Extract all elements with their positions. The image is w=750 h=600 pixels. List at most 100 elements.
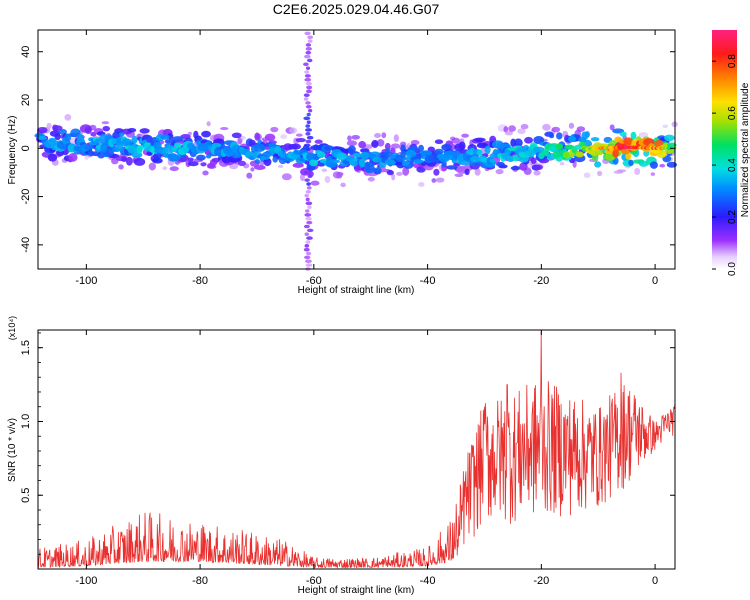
heatmap-cell	[306, 152, 316, 162]
colorbar-tick-label: 0.8	[727, 54, 738, 68]
heatmap-cell	[512, 154, 519, 162]
heatmap-cell	[280, 134, 288, 139]
heatmap-cell	[305, 209, 310, 213]
heatmap-cell	[295, 138, 306, 143]
heatmap-cell	[305, 132, 311, 136]
snr-frame	[37, 329, 676, 570]
heatmap-cell	[420, 150, 433, 156]
heatmap-cell	[469, 156, 480, 163]
heatmap-cell	[307, 205, 312, 209]
heatmap-cell	[393, 134, 399, 143]
heatmap-cell	[630, 131, 637, 140]
heatmap-cell	[254, 165, 266, 170]
heatmap-cell	[650, 172, 656, 176]
snr-scale-label: (x10⁴)	[7, 316, 17, 340]
heatmap-cell	[305, 47, 312, 51]
heatmap-cell	[54, 133, 61, 141]
heatmap-cell	[304, 54, 311, 59]
heatmap-cell	[133, 157, 146, 166]
heatmap-cell	[359, 151, 370, 160]
heatmap-cell	[451, 157, 457, 164]
heatmap-cell	[510, 166, 521, 171]
heatmap-cell	[575, 151, 584, 158]
heatmap-cell	[246, 172, 253, 179]
x-tick-label: -40	[420, 575, 436, 587]
heatmap-cell	[310, 180, 320, 186]
heatmap-cell	[196, 154, 206, 161]
heatmap-cell	[562, 151, 572, 159]
heatmap-cell	[292, 162, 304, 168]
spectrogram-y-ticks: -40 -20 0 20 40	[20, 46, 675, 253]
colorbar-ticks: 0.0 0.2 0.4 0.6 0.8	[712, 54, 738, 276]
snr-x-label: Height of straight line (km)	[298, 585, 415, 596]
spectrogram-y-label: Frequency (Hz)	[7, 116, 18, 185]
heatmap-cell	[237, 160, 246, 167]
heatmap-cell	[240, 135, 246, 140]
heatmap-cell	[306, 112, 311, 117]
heatmap-cell	[121, 138, 133, 147]
heatmap-cell	[381, 132, 387, 139]
heatmap-cell	[304, 31, 311, 36]
heatmap-cell	[435, 177, 445, 183]
heatmap-cell	[434, 148, 444, 155]
heatmap-cell	[578, 141, 586, 147]
heatmap-cell	[304, 213, 312, 217]
heatmap-cell	[386, 169, 394, 176]
heatmap-cell	[305, 216, 312, 221]
heatmap-cell	[201, 130, 211, 138]
heatmap-cell	[305, 263, 313, 267]
heatmap-cell	[304, 193, 309, 198]
heatmap-cell	[37, 136, 47, 141]
heatmap-cell	[464, 168, 470, 176]
heatmap-cell	[304, 259, 312, 264]
heatmap-cell	[451, 137, 461, 144]
heatmap-cell	[489, 158, 496, 163]
heatmap-cell	[400, 150, 407, 159]
heatmap-cell	[390, 143, 400, 149]
heatmap-cell	[638, 160, 649, 167]
heatmap-cell	[365, 162, 375, 168]
heatmap-cell	[295, 133, 303, 137]
y-tick-label: 1.0	[20, 414, 32, 429]
heatmap-cell	[289, 127, 298, 134]
heatmap-cell	[305, 101, 311, 105]
heatmap-cell	[125, 156, 133, 166]
heatmap-cell	[634, 167, 641, 176]
heatmap-cell	[549, 133, 555, 139]
heatmap-cell	[48, 137, 57, 143]
heatmap-cell	[656, 150, 667, 159]
heatmap-cell	[504, 130, 513, 136]
heatmap-cell	[568, 135, 576, 143]
heatmap-cell	[305, 43, 312, 47]
heatmap-cell	[418, 181, 425, 187]
heatmap-cell	[170, 154, 181, 162]
heatmap-cell	[340, 182, 346, 188]
figure-title: C2E6.2025.029.04.46.G07	[273, 1, 440, 17]
heatmap-cell	[530, 157, 537, 164]
x-tick-label: 0	[652, 275, 658, 287]
heatmap-cell	[474, 168, 481, 176]
heatmap-cell	[304, 77, 312, 82]
heatmap-cell	[305, 139, 312, 144]
heatmap-cell	[402, 166, 410, 176]
heatmap-cell	[118, 164, 124, 170]
heatmap-cell	[454, 173, 464, 178]
heatmap-cell	[94, 138, 103, 144]
heatmap-cell	[374, 133, 382, 138]
heatmap-cell	[306, 236, 313, 240]
heatmap-cell	[303, 93, 310, 97]
heatmap-cell	[200, 162, 207, 167]
heatmap-cell	[303, 224, 310, 229]
colorbar-tick-label: 0.0	[727, 262, 738, 276]
heatmap-cell	[162, 166, 168, 171]
heatmap-cell	[295, 157, 306, 164]
heatmap-cell	[111, 138, 117, 145]
heatmap-cell	[290, 143, 302, 150]
snr-y-label: SNR (10 * v/v)	[7, 418, 18, 482]
heatmap-cell	[533, 170, 541, 176]
heatmap-cell	[324, 175, 331, 184]
spectrogram-x-label: Height of straight line (km)	[298, 285, 415, 296]
heatmap-cell	[306, 135, 314, 140]
colorbar-tick-label: 0.2	[727, 210, 738, 224]
